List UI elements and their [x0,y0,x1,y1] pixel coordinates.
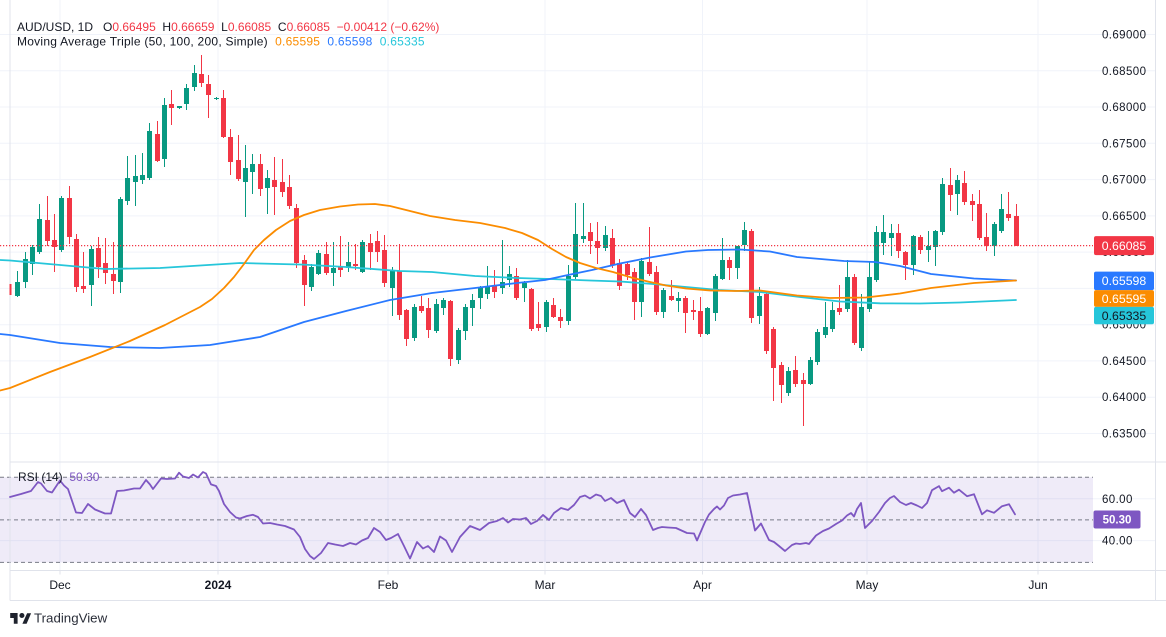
svg-text:0.66500: 0.66500 [1102,211,1146,223]
svg-text:RSI (14) 50.30: RSI (14) 50.30 [18,470,100,484]
svg-text:May: May [856,578,879,592]
svg-text:0.69000: 0.69000 [1102,30,1146,42]
svg-text:50.30: 50.30 [1103,515,1132,527]
svg-text:0.64500: 0.64500 [1102,356,1146,368]
svg-text:0.66085: 0.66085 [1102,239,1147,253]
svg-text:TradingView: TradingView [34,611,108,626]
svg-text:40.00: 40.00 [1102,536,1133,548]
svg-text:0.65335: 0.65335 [1102,309,1147,323]
svg-text:Mar: Mar [535,578,556,592]
svg-text:0.67500: 0.67500 [1102,138,1146,150]
svg-text:Feb: Feb [378,578,399,592]
svg-text:0.64000: 0.64000 [1102,392,1146,404]
svg-text:0.68000: 0.68000 [1102,102,1146,114]
svg-text:Apr: Apr [693,578,712,592]
svg-text:0.65598: 0.65598 [1102,274,1147,288]
svg-text:Jun: Jun [1028,578,1047,592]
svg-text:Moving Average Triple (50, 100: Moving Average Triple (50, 100, 200, Sim… [17,35,425,49]
svg-text:60.00: 60.00 [1102,494,1133,506]
svg-text:Dec: Dec [49,578,70,592]
svg-text:0.68500: 0.68500 [1102,66,1146,78]
svg-text:0.67000: 0.67000 [1102,175,1146,187]
svg-text:0.65595: 0.65595 [1102,292,1147,306]
svg-text:AUD/USD, 1D O0.66495 H0.666: AUD/USD, 1D O0.66495 H0.66659 L0.66085 C… [17,20,439,34]
svg-text:0.63500: 0.63500 [1102,428,1146,440]
svg-text:2024: 2024 [205,578,232,592]
